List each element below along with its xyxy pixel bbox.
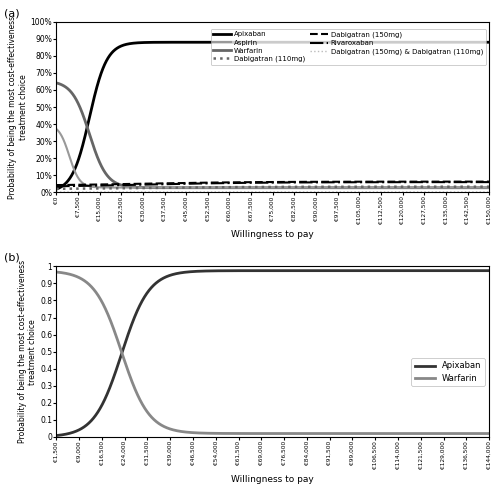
- Warfarin: [238, 430, 244, 436]
- Legend: Apixaban, Aspirin, Warfarin, Dabigatran (110mg), Dabigatran (150mg), Rivaroxaban: Apixaban, Aspirin, Warfarin, Dabigatran …: [210, 29, 486, 65]
- Line: Warfarin: Warfarin: [56, 272, 489, 433]
- Line: Apixaban: Apixaban: [56, 271, 489, 435]
- Y-axis label: Probability of being the most cost-effectiveness
treatment choice: Probability of being the most cost-effec…: [8, 15, 28, 199]
- Legend: Apixaban, Warfarin: Apixaban, Warfarin: [412, 358, 485, 386]
- Warfarin: [102, 307, 108, 312]
- Warfarin: [54, 269, 60, 275]
- Apixaban: [238, 268, 244, 274]
- Warfarin: [478, 430, 484, 436]
- Apixaban: [486, 268, 492, 274]
- Apixaban: [220, 268, 226, 274]
- Apixaban: [54, 432, 60, 438]
- X-axis label: Willingness to pay: Willingness to pay: [232, 475, 314, 484]
- Apixaban: [128, 322, 134, 328]
- Apixaban: [478, 268, 484, 274]
- Apixaban: [431, 268, 437, 274]
- Warfarin: [220, 430, 226, 436]
- Text: (a): (a): [4, 8, 20, 18]
- X-axis label: Willingness to pay: Willingness to pay: [232, 230, 314, 239]
- Y-axis label: Probability of being the most cost-effectiveness
treatment choice: Probability of being the most cost-effec…: [18, 260, 37, 443]
- Apixaban: [102, 395, 108, 400]
- Text: (b): (b): [4, 253, 20, 263]
- Warfarin: [431, 430, 437, 436]
- Warfarin: [486, 430, 492, 436]
- Warfarin: [128, 377, 134, 383]
